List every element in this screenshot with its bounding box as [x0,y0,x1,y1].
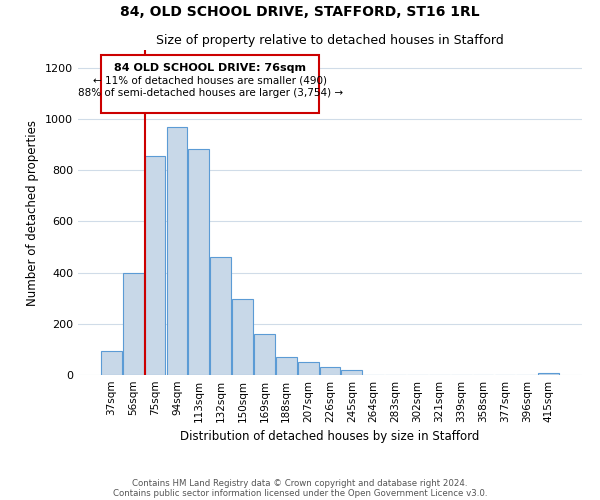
Bar [254,334,275,375]
Y-axis label: Number of detached properties: Number of detached properties [26,120,40,306]
X-axis label: Distribution of detached houses by size in Stafford: Distribution of detached houses by size … [181,430,479,444]
Text: Contains HM Land Registry data © Crown copyright and database right 2024.: Contains HM Land Registry data © Crown c… [132,478,468,488]
Bar [276,357,296,375]
Bar [232,298,253,375]
Bar [188,148,209,375]
Bar [320,366,340,375]
Text: 88% of semi-detached houses are larger (3,754) →: 88% of semi-detached houses are larger (… [77,88,343,99]
Bar [145,156,166,375]
Bar [123,272,143,375]
Bar [341,370,362,375]
Text: 84, OLD SCHOOL DRIVE, STAFFORD, ST16 1RL: 84, OLD SCHOOL DRIVE, STAFFORD, ST16 1RL [120,5,480,19]
Bar [538,373,559,375]
Bar [210,258,231,375]
FancyBboxPatch shape [101,55,319,112]
Text: Contains public sector information licensed under the Open Government Licence v3: Contains public sector information licen… [113,488,487,498]
Title: Size of property relative to detached houses in Stafford: Size of property relative to detached ho… [156,34,504,48]
Bar [167,127,187,375]
Bar [298,362,319,375]
Bar [101,350,122,375]
Text: ← 11% of detached houses are smaller (490): ← 11% of detached houses are smaller (49… [93,76,327,86]
Text: 84 OLD SCHOOL DRIVE: 76sqm: 84 OLD SCHOOL DRIVE: 76sqm [114,63,306,73]
